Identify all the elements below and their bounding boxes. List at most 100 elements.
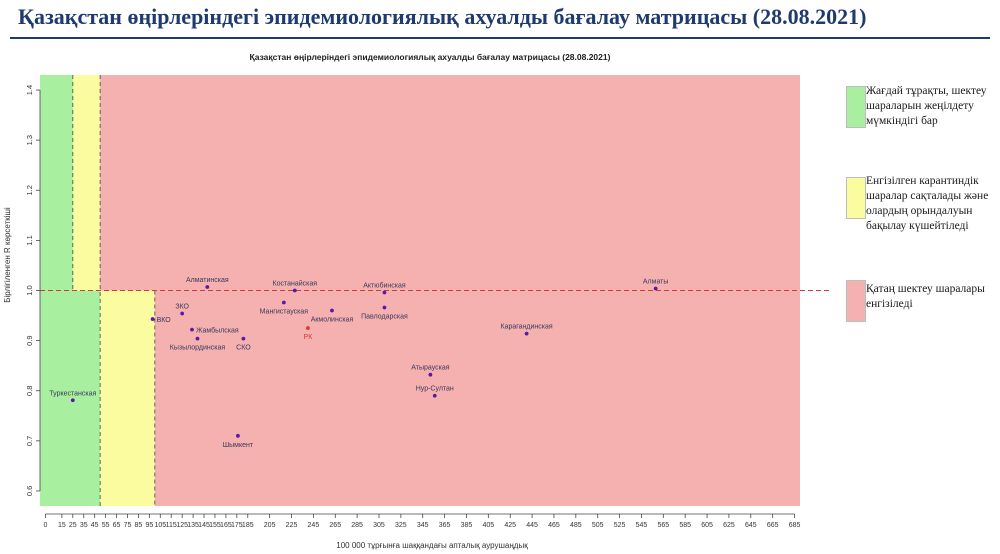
zone-red [100,75,801,291]
data-point [306,326,310,330]
x-tick-label: 175 [231,522,243,529]
x-tick-label: 95 [145,522,153,529]
data-point-label: Карагандинская [501,324,553,331]
chart-reference-lines [40,75,832,506]
x-tick-label: 55 [102,522,110,529]
x-tick-label: 505 [592,522,604,529]
x-tick-label: 425 [504,522,516,529]
data-point-label: Туркестанская [49,390,96,397]
zone-yellow-lower [100,290,155,506]
x-tick-label: 225 [286,522,298,529]
x-tick-label: 45 [91,522,99,529]
data-point [432,393,437,398]
data-point-label: Алматы [643,278,669,285]
data-point-label: Павлодарская [361,314,408,321]
zone-yellow-upper [72,75,101,291]
x-tick-label: 665 [767,522,779,529]
data-point [236,433,240,438]
x-tick-label: 25 [69,522,77,529]
data-point-label: СКО [236,345,251,352]
data-point-label: Шымкент [223,442,254,449]
x-tick-label: 605 [701,522,713,529]
data-point [70,398,75,403]
data-point-label: Костанайская [273,280,318,288]
data-point [653,286,658,291]
x-tick-label: 125 [176,522,188,529]
x-tick-label: 155 [209,522,221,529]
data-point-label: ЗКО [175,304,189,311]
data-point [382,305,387,310]
y-tick-label: 1.1 [25,235,34,245]
data-point [150,317,155,321]
x-tick-label: 345 [417,522,429,529]
data-point-label: Актюбинская [363,282,406,290]
x-tick-label: 445 [526,522,538,529]
data-point [195,336,200,341]
x-tick-label: 405 [483,522,495,529]
x-tick-label: 465 [548,522,560,529]
x-tick-label: 145 [198,522,210,529]
y-tick-label: 1.4 [25,85,34,95]
data-point [330,308,334,313]
data-point [382,290,387,295]
x-tick-label: 685 [789,522,801,529]
x-tick-label: 325 [395,522,407,529]
data-point [180,311,185,316]
y-tick-label: 0.8 [25,386,34,396]
x-tick-label: 65 [113,522,121,529]
x-tick-label: 565 [657,522,669,529]
y-tick-label: 0.9 [25,335,34,345]
data-point-label: Мангистауская [260,309,309,316]
y-tick-label: 1.2 [25,185,34,195]
legend-swatch-green [846,86,866,128]
data-point-label: ВКО [157,317,172,324]
zone-red-lower [154,290,801,506]
data-point-label: РК [304,334,314,341]
data-point-label: Кызылординская [170,345,226,352]
x-tick-label: 105 [154,522,166,529]
x-tick-label: 265 [329,522,341,529]
x-tick-label: 75 [124,522,132,529]
x-tick-label: 645 [745,522,757,529]
x-tick-label: 525 [614,522,626,529]
data-point [281,300,286,305]
x-tick-label: 35 [80,522,88,529]
epidemiology-matrix-chart: 0.6 0.7 0.8 0.9 1.0 1.1 1.2 1.3 1.4 0 15 25 35 45 55 65… [3,52,832,550]
data-point [190,327,194,332]
data-point [292,288,297,293]
x-tick-label: 165 [220,522,232,529]
legend-label-red: Қатаң шектеу шаралары енгізіледі [866,283,985,310]
page-title: Қазақстан өңірлеріндегі эпидемиологиялық… [18,4,867,29]
x-tick-label: 245 [308,522,320,529]
legend-swatch-yellow [846,177,866,219]
y-tick-label: 1.0 [25,285,34,295]
y-tick-label: 0.6 [25,486,34,496]
x-tick-label: 485 [570,522,582,529]
data-point [241,336,246,341]
x-tick-label: 305 [373,522,385,529]
legend-label-green: Жағдай тұрақты, шектеу шараларын жеңілде… [866,85,987,127]
data-point-label: Акмолинская [311,317,354,324]
data-point [428,372,433,377]
data-point-label: Алматинская [186,277,229,284]
legend-swatch-red [846,280,866,322]
x-tick-label: 365 [439,522,451,529]
x-tick-label: 205 [264,522,276,529]
data-point-label: Атырауская [411,365,449,372]
x-tick-label: 115 [166,522,177,529]
x-tick-label: 545 [636,522,648,529]
chart-zones [40,75,801,506]
chart-points: Алматинская Костанайская Актюбинская Алматы… [49,277,668,449]
data-point-label: Нур-Султан [416,386,454,393]
x-tick-label: 15 [58,522,66,529]
data-point-label: Жамбылская [196,327,239,335]
x-tick-label: 585 [679,522,691,529]
title-divider [10,37,990,39]
data-point [205,285,210,289]
y-tick-label: 1.3 [25,135,34,145]
x-tick-label: 385 [461,522,473,529]
y-axis-label: Бірлігіленген R көрсеткіші [3,207,12,303]
x-axis-caption: 100 000 тұрғынға шаққандағы апталық ауру… [336,541,528,550]
y-tick-label: 0.7 [25,436,34,446]
chart-axes: 0.6 0.7 0.8 0.9 1.0 1.1 1.2 1.3 1.4 0 15 25 35 45 55 65… [25,85,800,529]
